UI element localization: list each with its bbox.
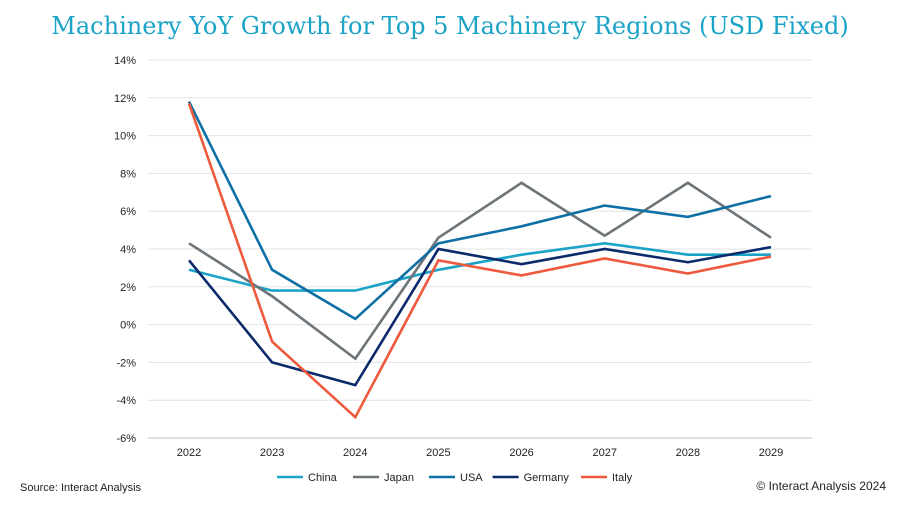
- x-tick-label: 2027: [592, 447, 616, 459]
- x-axis-ticks: 2022 2023 2024 2025 2026 2027 2028 2029: [177, 447, 783, 459]
- legend-label: Germany: [524, 472, 570, 484]
- legend-item-china: China: [277, 472, 338, 484]
- x-tick-label: 2028: [676, 447, 700, 459]
- series-line-japan: [188, 181, 772, 361]
- chart-title: Machinery YoY Growth for Top 5 Machinery…: [51, 12, 849, 40]
- y-axis-ticks: 14% 12% 10% 8% 6% 4% 2% 0% -2% -4% -6%: [114, 55, 136, 445]
- series-lines: [187, 101, 772, 420]
- legend-label: USA: [460, 472, 483, 484]
- legend-label: China: [308, 472, 338, 484]
- x-tick-label: 2026: [509, 447, 533, 459]
- source-note: Source: Interact Analysis: [20, 482, 142, 494]
- y-tick-label: -6%: [116, 433, 136, 445]
- x-tick-label: 2029: [759, 447, 783, 459]
- y-tick-label: 2%: [120, 282, 136, 294]
- y-tick-label: 0%: [120, 320, 136, 332]
- grid-lines: [148, 59, 812, 439]
- y-tick-label: 14%: [114, 55, 136, 67]
- series-line-germany: [187, 245, 772, 387]
- legend-item-italy: Italy: [581, 472, 633, 484]
- y-tick-label: -4%: [116, 395, 136, 407]
- legend-label: Japan: [384, 472, 414, 484]
- y-tick-label: 12%: [114, 93, 136, 105]
- legend-item-japan: Japan: [353, 472, 414, 484]
- series-line-china: [188, 242, 771, 292]
- x-tick-label: 2024: [343, 447, 367, 459]
- y-tick-label: 10%: [114, 131, 136, 143]
- copyright-note: © Interact Analysis 2024: [756, 479, 886, 493]
- legend: China Japan USA Germany Italy: [277, 472, 633, 484]
- legend-label: Italy: [612, 472, 633, 484]
- x-tick-label: 2023: [260, 447, 284, 459]
- series-line-italy: [187, 103, 772, 420]
- y-tick-label: 4%: [120, 244, 136, 256]
- y-tick-label: 8%: [120, 168, 136, 180]
- series-line-usa: [187, 101, 772, 321]
- legend-item-germany: Germany: [492, 472, 570, 484]
- x-tick-label: 2022: [177, 447, 201, 459]
- y-tick-label: 6%: [120, 206, 136, 218]
- legend-item-usa: USA: [429, 472, 483, 484]
- x-tick-label: 2025: [426, 447, 450, 459]
- y-tick-label: -2%: [116, 357, 136, 369]
